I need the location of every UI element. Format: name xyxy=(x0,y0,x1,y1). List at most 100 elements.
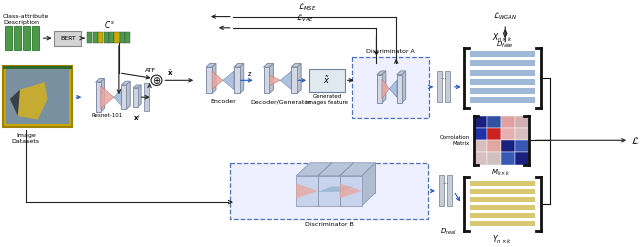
FancyBboxPatch shape xyxy=(437,71,442,102)
FancyBboxPatch shape xyxy=(470,221,535,226)
Text: Decoder/Generator: Decoder/Generator xyxy=(250,99,311,104)
Text: $\mathcal{L}_{VAE}$: $\mathcal{L}_{VAE}$ xyxy=(296,13,314,24)
Polygon shape xyxy=(10,90,20,116)
FancyBboxPatch shape xyxy=(515,128,529,140)
Text: $C^s$: $C^s$ xyxy=(104,19,115,30)
FancyBboxPatch shape xyxy=(125,32,131,43)
Polygon shape xyxy=(269,63,273,93)
FancyBboxPatch shape xyxy=(501,116,515,128)
Polygon shape xyxy=(402,71,406,103)
Polygon shape xyxy=(223,71,234,89)
FancyBboxPatch shape xyxy=(470,51,535,57)
Text: $\mathcal{L}$: $\mathcal{L}$ xyxy=(631,135,639,146)
FancyBboxPatch shape xyxy=(54,31,81,46)
Text: Encoder: Encoder xyxy=(210,99,236,104)
Polygon shape xyxy=(280,71,291,89)
FancyBboxPatch shape xyxy=(351,57,429,118)
Polygon shape xyxy=(95,82,100,112)
FancyBboxPatch shape xyxy=(230,163,428,219)
Polygon shape xyxy=(291,67,297,93)
Text: $\tilde{x}$: $\tilde{x}$ xyxy=(323,74,330,86)
Polygon shape xyxy=(122,85,126,109)
FancyBboxPatch shape xyxy=(501,152,515,165)
FancyBboxPatch shape xyxy=(93,32,98,43)
Polygon shape xyxy=(126,81,131,109)
Text: $\oplus$: $\oplus$ xyxy=(152,75,161,86)
FancyBboxPatch shape xyxy=(501,140,515,152)
Polygon shape xyxy=(206,63,216,67)
FancyBboxPatch shape xyxy=(5,26,12,50)
Text: Discriminator B: Discriminator B xyxy=(305,222,353,227)
FancyBboxPatch shape xyxy=(501,128,515,140)
Text: $D_{fake}$: $D_{fake}$ xyxy=(497,40,514,50)
FancyBboxPatch shape xyxy=(488,128,501,140)
FancyBboxPatch shape xyxy=(468,50,537,106)
Text: ...: ... xyxy=(440,75,447,81)
FancyBboxPatch shape xyxy=(87,32,92,43)
Polygon shape xyxy=(269,75,280,85)
Polygon shape xyxy=(318,186,354,192)
Text: Corrolation
Matrix: Corrolation Matrix xyxy=(439,135,470,146)
Polygon shape xyxy=(100,79,104,112)
FancyBboxPatch shape xyxy=(470,97,535,103)
Text: $X_{n\times k}$: $X_{n\times k}$ xyxy=(492,31,513,44)
Polygon shape xyxy=(362,163,376,206)
Polygon shape xyxy=(332,163,354,193)
Text: $\bar{\mathbf{x}}$: $\bar{\mathbf{x}}$ xyxy=(167,69,173,79)
Polygon shape xyxy=(234,63,244,67)
Polygon shape xyxy=(122,81,131,85)
Polygon shape xyxy=(382,79,389,99)
FancyBboxPatch shape xyxy=(309,69,345,92)
FancyBboxPatch shape xyxy=(144,83,149,111)
FancyBboxPatch shape xyxy=(515,116,529,128)
Text: ATF: ATF xyxy=(145,68,156,73)
Polygon shape xyxy=(296,163,332,176)
FancyBboxPatch shape xyxy=(488,152,501,165)
FancyBboxPatch shape xyxy=(470,197,535,202)
FancyBboxPatch shape xyxy=(32,26,38,50)
FancyBboxPatch shape xyxy=(447,175,452,206)
Polygon shape xyxy=(340,176,362,206)
Text: Class-attribute
Description: Class-attribute Description xyxy=(3,14,49,24)
FancyBboxPatch shape xyxy=(474,140,488,152)
FancyBboxPatch shape xyxy=(6,69,69,124)
Circle shape xyxy=(151,75,162,85)
FancyBboxPatch shape xyxy=(3,66,72,127)
FancyBboxPatch shape xyxy=(445,71,450,102)
Polygon shape xyxy=(133,85,141,88)
Text: Discriminator A: Discriminator A xyxy=(366,49,415,54)
Polygon shape xyxy=(296,183,318,198)
Text: Image
Datasets: Image Datasets xyxy=(12,133,40,144)
Polygon shape xyxy=(264,63,273,67)
Polygon shape xyxy=(318,163,354,176)
Polygon shape xyxy=(138,85,141,106)
Polygon shape xyxy=(354,163,376,193)
Text: BERT: BERT xyxy=(60,36,76,41)
Polygon shape xyxy=(291,63,301,67)
FancyBboxPatch shape xyxy=(474,128,488,140)
Polygon shape xyxy=(234,67,240,93)
Text: $M_{k\times k}$: $M_{k\times k}$ xyxy=(492,167,511,178)
Polygon shape xyxy=(397,71,406,75)
FancyBboxPatch shape xyxy=(115,32,120,43)
FancyBboxPatch shape xyxy=(98,32,103,43)
Text: $\mathbf{x}^i$: $\mathbf{x}^i$ xyxy=(132,113,141,124)
Polygon shape xyxy=(296,176,318,206)
FancyBboxPatch shape xyxy=(14,26,21,50)
FancyBboxPatch shape xyxy=(470,61,535,66)
FancyBboxPatch shape xyxy=(474,116,488,128)
Polygon shape xyxy=(264,67,269,93)
Polygon shape xyxy=(377,71,386,75)
Text: Resnet-101: Resnet-101 xyxy=(92,113,123,118)
Text: $\mathcal{L}_{WGAN}$: $\mathcal{L}_{WGAN}$ xyxy=(493,11,517,22)
Polygon shape xyxy=(318,163,332,206)
FancyBboxPatch shape xyxy=(515,140,529,152)
Polygon shape xyxy=(340,163,376,176)
Text: $Y_{n\times k}$: $Y_{n\times k}$ xyxy=(492,234,512,247)
Polygon shape xyxy=(377,75,382,103)
FancyBboxPatch shape xyxy=(470,213,535,218)
FancyBboxPatch shape xyxy=(488,116,501,128)
Polygon shape xyxy=(95,79,104,82)
Polygon shape xyxy=(114,89,122,106)
FancyBboxPatch shape xyxy=(23,26,29,50)
